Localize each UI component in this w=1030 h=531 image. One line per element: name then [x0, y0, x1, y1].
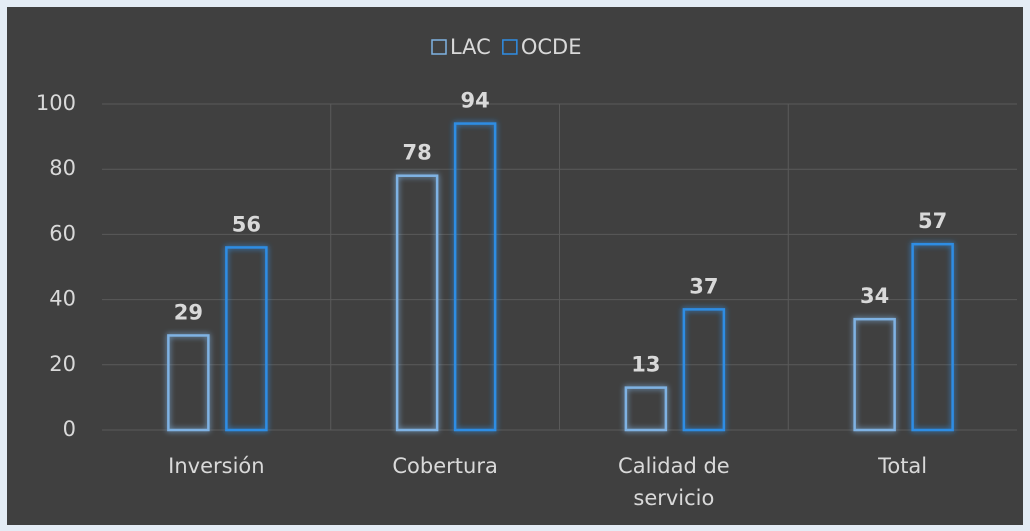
bar	[395, 174, 439, 432]
data-label: 37	[689, 274, 718, 298]
x-tick-label: Cobertura	[392, 454, 498, 478]
x-tick-label-box: Cobertura	[392, 454, 498, 478]
data-label: 34	[860, 284, 889, 308]
bar	[624, 386, 668, 432]
data-label: 56	[232, 212, 261, 236]
bar	[167, 334, 210, 432]
y-tick-label: 60	[49, 221, 76, 245]
x-tick-label-box: Total	[878, 454, 928, 478]
x-tick-label-box: Inversión	[168, 454, 265, 478]
data-label: 29	[174, 300, 203, 324]
x-tick-label: Calidad de servicio	[618, 454, 730, 510]
bar	[853, 317, 896, 432]
data-label: 13	[631, 353, 660, 377]
legend-swatch	[502, 39, 518, 55]
y-tick-label: 80	[49, 156, 76, 180]
bar	[453, 122, 497, 432]
y-tick-label: 40	[49, 287, 76, 311]
x-tick-label-box: Calidad de servicio	[618, 454, 730, 510]
bar	[225, 246, 268, 432]
bar	[682, 308, 726, 432]
legend-label: OCDE	[521, 35, 582, 59]
data-label: 78	[403, 141, 432, 165]
legend-swatch	[431, 39, 447, 55]
chart-background	[7, 7, 1023, 525]
y-tick-label: 100	[36, 91, 76, 115]
y-tick-label: 20	[49, 352, 76, 376]
x-tick-label: Total	[878, 454, 928, 478]
x-tick-label: Inversión	[168, 454, 265, 478]
y-tick-label: 0	[63, 417, 76, 441]
data-label: 57	[918, 209, 947, 233]
legend-label: LAC	[450, 35, 491, 59]
legend: LAC OCDE	[431, 35, 582, 59]
data-label: 94	[461, 89, 490, 113]
bar	[911, 242, 954, 432]
